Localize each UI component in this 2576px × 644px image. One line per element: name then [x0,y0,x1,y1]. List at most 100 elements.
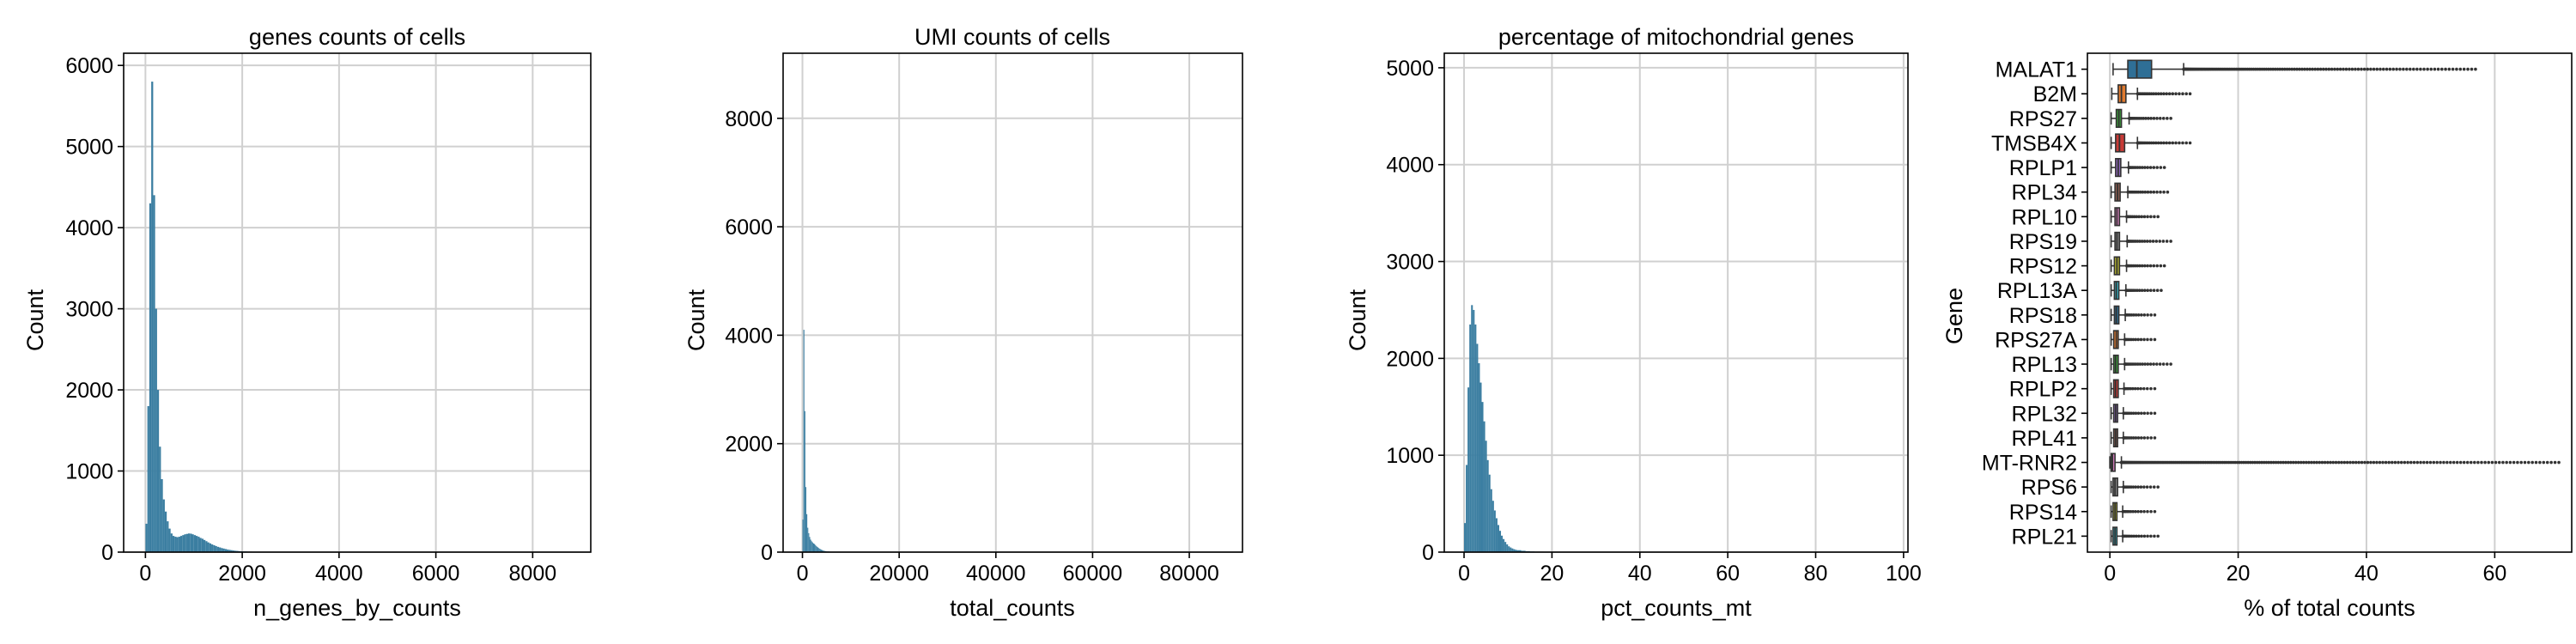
y-tick-label: 3000 [65,298,113,322]
y-tick-label: 5000 [65,136,113,160]
outlier-point [2184,92,2188,96]
outlier-point [2474,67,2477,71]
outlier-point [2161,362,2166,366]
histogram-bar [1503,538,1505,552]
histogram-bar [807,527,809,552]
outlier-point [2160,289,2163,292]
outlier-point [2304,460,2308,465]
x-tick-label: 20 [2227,562,2251,586]
outlier-point [2153,215,2156,219]
outlier-point [2139,117,2143,120]
outlier-point [2165,240,2169,243]
outlier-point [2406,460,2409,465]
outlier-point [2267,460,2271,465]
gene-label: TMSB4X [1991,131,2077,155]
outlier-point [2142,411,2147,416]
outlier-point [2142,313,2147,317]
histogram-bar [1473,309,1475,552]
outlier-point [2147,117,2150,120]
outlier-point [2284,460,2287,465]
outlier-point [2149,92,2154,96]
outlier-point [2445,460,2449,465]
outlier-point [2275,67,2280,71]
outlier-point [2372,460,2376,465]
histogram-bar [221,548,223,552]
outlier-point [2381,460,2385,465]
outlier-point [2393,460,2397,465]
histogram-bar [168,528,171,552]
outlier-point [2153,386,2157,391]
outlier-point [2267,67,2270,71]
outlier-point [2279,460,2283,465]
outlier-point [2310,460,2313,465]
y-tick-label: 1000 [1386,444,1434,468]
outlier-point [2135,534,2138,538]
outlier-point [2512,460,2516,465]
histogram-bar [162,499,165,552]
histogram-bar [1492,501,1494,552]
outlier-point [2131,411,2136,416]
outlier-point [2455,460,2459,465]
histogram-bar [811,542,813,552]
outlier-point [2171,92,2175,96]
histogram-bar [193,535,196,552]
y-tick-label: 4000 [65,216,113,240]
histogram-bar [819,549,821,552]
histogram-bar [205,541,208,552]
x-axis-label: n_genes_by_counts [253,595,461,621]
y-tick-label: 4000 [725,324,773,348]
histogram-bar [211,544,214,552]
outlier-point [2146,289,2149,292]
outlier-point [2315,460,2318,465]
outlier-point [2145,386,2149,391]
outlier-point [2153,436,2157,440]
histogram-bar [209,543,212,552]
x-tick-label: 100 [1886,562,1922,586]
outlier-point [2135,215,2139,219]
outlier-point [2354,460,2358,465]
histogram-bar [1478,363,1480,552]
gene-label: RPS6 [2021,476,2077,500]
outlier-point [2357,460,2360,465]
x-tick-label: 20 [1540,562,1564,586]
outlier-point [2429,67,2433,71]
histogram-bar [213,544,216,552]
outlier-point [2148,485,2153,489]
outlier-point [2142,240,2147,243]
outlier-point [2322,67,2325,71]
outlier-point [2171,141,2175,145]
outlier-point [2159,166,2163,169]
outlier-point [2136,166,2140,169]
outlier-point [2313,67,2318,71]
outlier-point [2264,460,2269,465]
outlier-point [2134,485,2137,489]
outlier-point [2152,92,2155,96]
outlier-point [2161,240,2166,243]
y-tick-label: 2000 [65,379,113,403]
outlier-point [2324,67,2328,71]
outlier-point [2139,509,2143,513]
outlier-point [2263,67,2266,71]
outlier-point [2360,460,2364,465]
outlier-point [2158,117,2162,120]
outlier-point [2153,313,2157,317]
histogram-bar [159,447,161,552]
y-tick-label: 2000 [1386,347,1434,371]
outlier-point [2138,264,2142,268]
outlier-point [2134,411,2138,416]
outlier-point [2336,67,2340,71]
gene-label: RPS12 [2009,255,2077,279]
outlier-point [2458,460,2463,465]
outlier-point [2483,460,2487,465]
histogram-bar [1483,421,1485,552]
outlier-point [2356,67,2360,71]
x-tick-label: 40 [2354,562,2379,586]
outlier-point [2287,460,2290,465]
outlier-point [2148,362,2153,366]
outlier-point [2146,190,2150,194]
panel-title: genes counts of cells [249,24,465,50]
outlier-point [2330,67,2334,71]
outlier-point [2469,460,2473,465]
outlier-point [2136,485,2140,489]
outlier-point [2178,92,2181,96]
